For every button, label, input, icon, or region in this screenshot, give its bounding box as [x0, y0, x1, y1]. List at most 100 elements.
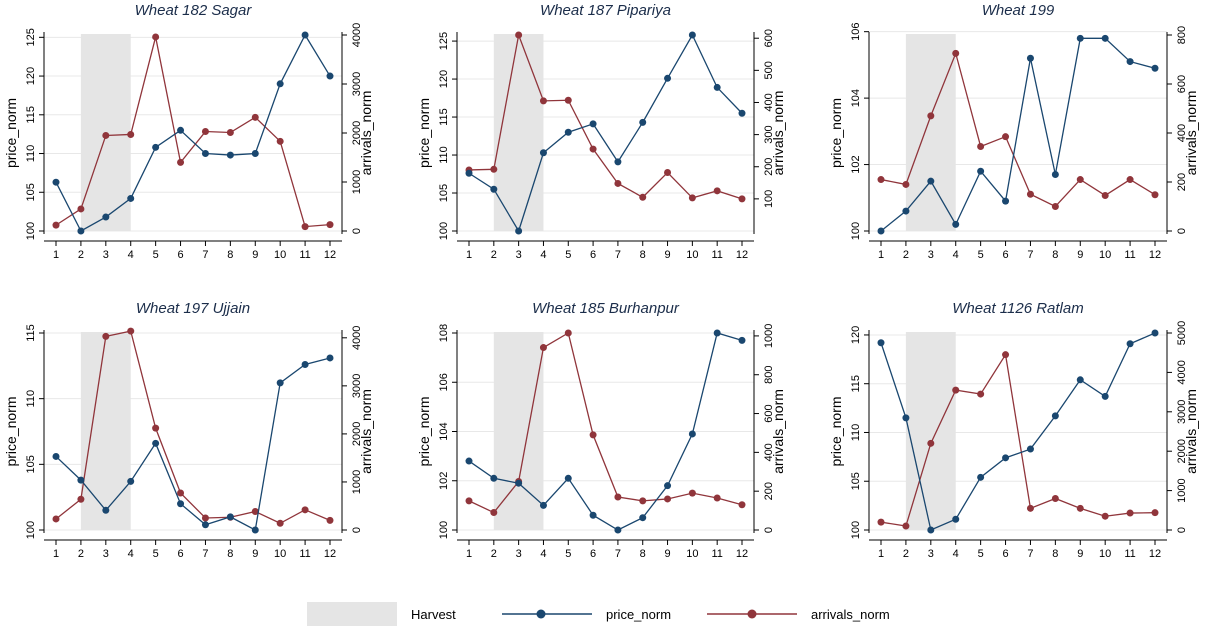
y-right-axis-title: arrivals_norm	[1183, 389, 1199, 474]
panel-title: Wheat 1126 Ratlam	[952, 300, 1083, 317]
x-tick-label: 12	[1149, 548, 1161, 560]
price-point	[326, 72, 334, 80]
arrivals-point	[1151, 191, 1159, 199]
price-point	[664, 482, 672, 490]
x-tick-label: 2	[903, 548, 909, 560]
price-point	[515, 227, 523, 235]
x-tick-label: 11	[1124, 249, 1135, 261]
arrivals-point	[102, 131, 110, 139]
price-point	[515, 479, 523, 487]
arrivals-point	[127, 130, 135, 138]
legend-price-label: price_norm	[606, 607, 671, 622]
arrivals-point	[589, 145, 597, 153]
y-left-tick-label: 115	[25, 106, 37, 124]
y-right-tick-label: 0	[1176, 527, 1188, 533]
arrivals-point	[589, 431, 597, 439]
price-point	[251, 150, 259, 158]
y-left-axis-title: price_norm	[416, 396, 432, 466]
price-point	[52, 178, 60, 186]
price-point	[1002, 454, 1010, 462]
y-right-tick-label: 2000	[351, 121, 363, 145]
y-right-tick-label: 3000	[1176, 400, 1188, 424]
x-tick-label: 7	[1027, 548, 1033, 560]
price-point	[1151, 329, 1159, 337]
legend-price-marker	[536, 609, 546, 619]
arrivals-point	[1126, 509, 1134, 517]
y-left-tick-label: 104	[850, 89, 862, 107]
y-right-tick-label: 0	[351, 228, 363, 234]
x-tick-label: 3	[516, 548, 522, 560]
y-right-tick-label: 500	[763, 61, 775, 79]
x-tick-label: 3	[103, 249, 109, 261]
x-tick-label: 12	[324, 249, 336, 261]
x-tick-label: 4	[128, 548, 134, 560]
y-right-tick-label: 200	[763, 158, 775, 176]
legend: Harvest price_norm arrivals_norm	[307, 602, 890, 626]
panel-title: Wheat 185 Burhanpur	[532, 300, 680, 317]
x-tick-label: 8	[1052, 249, 1058, 261]
price-point	[1026, 54, 1034, 62]
price-point	[564, 474, 572, 482]
price-point	[1101, 392, 1109, 400]
arrivals-point	[877, 518, 885, 526]
arrivals-point	[688, 489, 696, 497]
y-left-tick-label: 106	[850, 22, 862, 40]
price-point	[276, 80, 284, 88]
price-point	[877, 339, 885, 347]
arrivals-point	[664, 169, 672, 177]
x-tick-label: 8	[640, 548, 646, 560]
price-point	[589, 511, 597, 519]
y-left-tick-label: 120	[850, 326, 862, 344]
arrivals-point	[201, 128, 209, 136]
x-tick-label: 1	[466, 249, 472, 261]
panel-title: Wheat 182 Sagar	[135, 2, 253, 19]
y-right-tick-label: 400	[763, 443, 775, 461]
x-tick-label: 12	[736, 548, 748, 560]
y-left-axis-title: price_norm	[416, 98, 432, 168]
arrivals-point	[226, 129, 234, 137]
arrivals-point	[1051, 203, 1059, 210]
y-right-tick-label: 300	[763, 125, 775, 143]
price-point	[251, 526, 259, 534]
x-tick-label: 5	[565, 548, 571, 560]
arrivals-point	[713, 494, 721, 502]
x-tick-label: 4	[540, 249, 546, 261]
y-left-tick-label: 100	[850, 222, 862, 240]
x-tick-label: 6	[1002, 548, 1008, 560]
arrivals-point	[977, 142, 985, 150]
y-left-tick-label: 110	[25, 390, 37, 408]
y-right-tick-label: 0	[763, 527, 775, 533]
arrivals-line	[880, 352, 1156, 527]
y-left-tick-label: 105	[25, 183, 37, 201]
price-point	[688, 31, 696, 39]
x-tick-label: 1	[53, 548, 59, 560]
price-point	[177, 126, 185, 134]
x-tick-label: 3	[103, 548, 109, 560]
x-tick-label: 3	[928, 249, 934, 261]
price-point	[614, 158, 622, 166]
y-right-tick-label: 400	[1176, 124, 1188, 142]
arrivals-point	[614, 179, 622, 187]
y-left-tick-label: 105	[438, 184, 450, 202]
price-point	[1126, 340, 1134, 348]
price-point	[688, 430, 696, 438]
arrivals-point	[276, 137, 284, 145]
arrivals-point	[251, 113, 259, 121]
y-right-tick-label: 1000	[1176, 478, 1188, 502]
arrivals-point	[564, 96, 572, 104]
arrivals-point	[127, 327, 135, 335]
x-tick-label: 7	[1027, 249, 1033, 261]
legend-arrivals-marker	[747, 609, 757, 619]
arrivals-point	[952, 386, 960, 394]
price-point	[564, 128, 572, 136]
arrivals-point	[152, 33, 160, 41]
price-point	[1051, 412, 1059, 420]
x-tick-label: 9	[1077, 548, 1083, 560]
arrivals-point	[614, 493, 622, 501]
x-tick-label: 9	[664, 548, 670, 560]
arrivals-point	[564, 329, 572, 337]
